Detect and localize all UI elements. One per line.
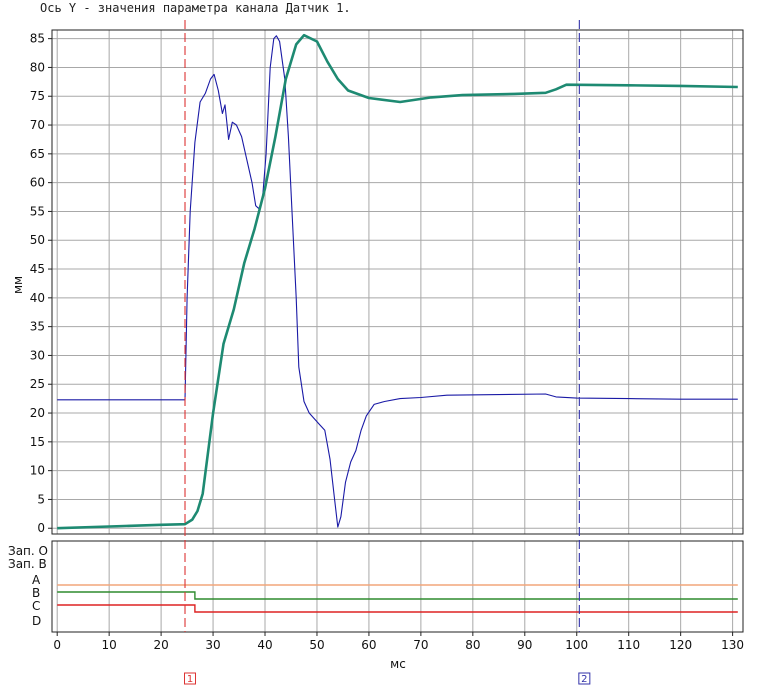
channel-line-B bbox=[57, 591, 738, 600]
plot-frame bbox=[51, 29, 744, 535]
y-tick-label: 75 bbox=[30, 89, 45, 103]
channel-label: Зап. О bbox=[8, 544, 48, 558]
x-tick-label: 0 bbox=[53, 638, 61, 652]
y-tick-label: 40 bbox=[30, 291, 45, 305]
x-tick-label: 50 bbox=[309, 638, 324, 652]
x-axis-label: мс bbox=[390, 657, 406, 671]
y-tick-label: 65 bbox=[30, 147, 45, 161]
y-tick-label: 20 bbox=[30, 406, 45, 420]
y-tick-label: 0 bbox=[37, 521, 45, 535]
x-tick-label: 90 bbox=[517, 638, 532, 652]
x-tick-label: 30 bbox=[205, 638, 220, 652]
plot-background bbox=[52, 30, 743, 534]
x-tick-label: 110 bbox=[617, 638, 640, 652]
y-tick-label: 50 bbox=[30, 233, 45, 247]
cursor-label-1: 1 bbox=[187, 674, 193, 685]
x-tick-label: 100 bbox=[565, 638, 588, 652]
y-tick-label: 85 bbox=[30, 32, 45, 46]
x-tick-label: 120 bbox=[669, 638, 692, 652]
x-tick-label: 80 bbox=[465, 638, 480, 652]
x-tick-label: 60 bbox=[361, 638, 376, 652]
x-tick-label: 40 bbox=[257, 638, 272, 652]
y-tick-label: 55 bbox=[30, 204, 45, 218]
y-tick-label: 15 bbox=[30, 435, 45, 449]
x-tick-label: 20 bbox=[153, 638, 168, 652]
y-axis-label: мм bbox=[11, 276, 25, 294]
y-tick-label: 45 bbox=[30, 262, 45, 276]
chart-caption: Ось Y - значения параметра канала Датчик… bbox=[40, 1, 351, 15]
channel-label: B bbox=[32, 586, 40, 600]
y-tick-label: 70 bbox=[30, 118, 45, 132]
x-tick-label: 130 bbox=[721, 638, 744, 652]
channel-label: C bbox=[32, 599, 40, 613]
channel-line-C bbox=[57, 604, 738, 613]
cursor-marker-2[interactable] bbox=[578, 672, 591, 685]
channel-frame bbox=[51, 540, 744, 633]
y-tick-label: 35 bbox=[30, 320, 45, 334]
channel-background bbox=[52, 541, 743, 632]
series-line-1 bbox=[57, 35, 738, 528]
channel-label: D bbox=[32, 614, 41, 628]
y-tick-label: 60 bbox=[30, 176, 45, 190]
y-tick-label: 80 bbox=[30, 60, 45, 74]
y-tick-label: 5 bbox=[37, 492, 45, 506]
grid bbox=[52, 30, 743, 632]
y-tick-label: 30 bbox=[30, 348, 45, 362]
series-layer bbox=[57, 33, 738, 530]
x-tick-label: 10 bbox=[102, 638, 117, 652]
axes: 0 5 10 15 20 25 30 35 40 45 50 55 60 65 70 75 80 85 0 10 20 3… bbox=[30, 29, 744, 652]
cursor-label-2: 2 bbox=[581, 674, 587, 685]
channel-label: Зап. В bbox=[8, 557, 47, 571]
x-tick-label: 70 bbox=[413, 638, 428, 652]
y-tick-label: 25 bbox=[30, 377, 45, 391]
series-line-2 bbox=[57, 33, 738, 530]
channel-label: A bbox=[32, 573, 41, 587]
cursor-marker-1[interactable] bbox=[184, 672, 197, 685]
y-tick-label: 10 bbox=[30, 464, 45, 478]
